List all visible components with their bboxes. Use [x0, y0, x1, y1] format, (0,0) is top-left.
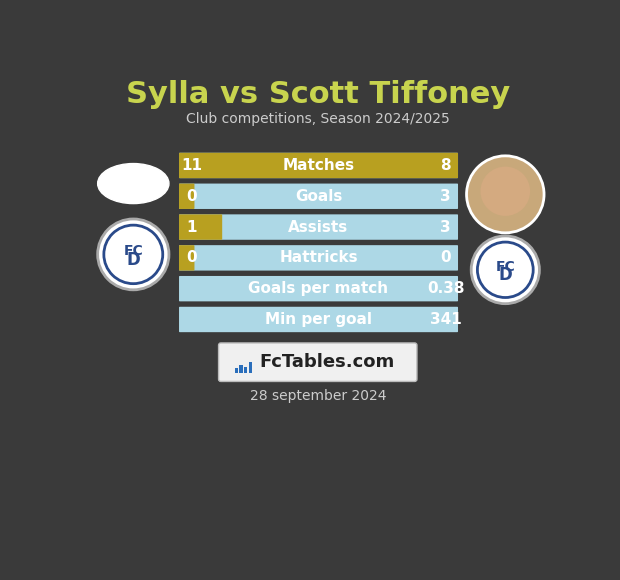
- FancyBboxPatch shape: [179, 245, 195, 271]
- Text: Club competitions, Season 2024/2025: Club competitions, Season 2024/2025: [186, 112, 450, 126]
- Text: Matches: Matches: [283, 158, 355, 173]
- Bar: [239, 365, 242, 373]
- Text: 0: 0: [440, 251, 451, 266]
- Text: 3: 3: [440, 220, 451, 234]
- Ellipse shape: [98, 164, 169, 204]
- Text: 0.38: 0.38: [427, 281, 464, 296]
- Text: Goals: Goals: [295, 188, 342, 204]
- Circle shape: [98, 219, 169, 290]
- Text: Goals per match: Goals per match: [249, 281, 389, 296]
- Text: 11: 11: [181, 158, 202, 173]
- Bar: [244, 367, 247, 373]
- Text: FC: FC: [123, 244, 143, 258]
- Bar: [235, 368, 238, 373]
- Text: 0: 0: [186, 188, 197, 204]
- Text: 0: 0: [186, 251, 197, 266]
- Text: Assists: Assists: [288, 220, 348, 234]
- Text: Hattricks: Hattricks: [279, 251, 358, 266]
- Circle shape: [467, 156, 544, 233]
- FancyBboxPatch shape: [179, 307, 458, 332]
- FancyBboxPatch shape: [179, 183, 458, 209]
- FancyBboxPatch shape: [179, 215, 458, 240]
- Text: Sylla vs Scott Tiffoney: Sylla vs Scott Tiffoney: [126, 79, 510, 108]
- FancyBboxPatch shape: [219, 343, 417, 382]
- FancyBboxPatch shape: [179, 183, 195, 209]
- FancyBboxPatch shape: [179, 245, 458, 271]
- Text: 1: 1: [186, 220, 197, 234]
- Text: 28 september 2024: 28 september 2024: [249, 389, 386, 403]
- Text: Min per goal: Min per goal: [265, 312, 372, 327]
- FancyBboxPatch shape: [179, 153, 458, 178]
- Circle shape: [480, 166, 530, 216]
- Circle shape: [471, 236, 539, 304]
- Text: FcTables.com: FcTables.com: [259, 353, 395, 371]
- Text: D: D: [126, 251, 140, 269]
- Bar: [249, 362, 252, 373]
- Text: FC: FC: [495, 260, 515, 274]
- Text: 8: 8: [440, 158, 451, 173]
- FancyBboxPatch shape: [179, 276, 458, 302]
- Text: 3: 3: [440, 188, 451, 204]
- Text: D: D: [498, 266, 512, 284]
- Text: 341: 341: [430, 312, 461, 327]
- FancyBboxPatch shape: [179, 215, 222, 240]
- FancyBboxPatch shape: [179, 153, 458, 178]
